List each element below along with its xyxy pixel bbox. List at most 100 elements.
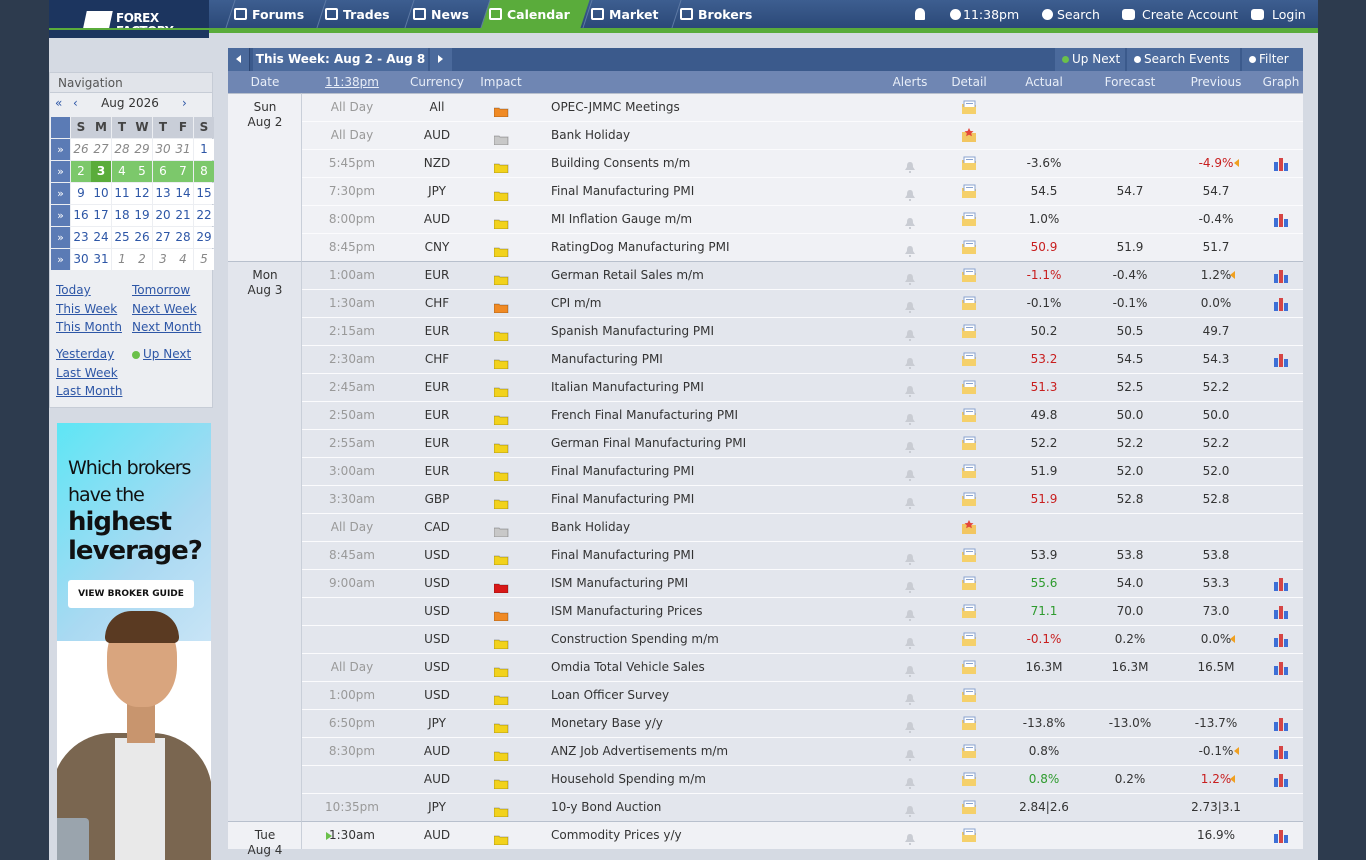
calendar-day[interactable]: 5 [194, 249, 214, 270]
detail-icon[interactable] [961, 127, 977, 142]
calendar-day[interactable]: 26 [132, 227, 152, 248]
calendar-day[interactable]: 12 [132, 183, 152, 204]
graph-icon[interactable] [1273, 716, 1289, 731]
detail-icon[interactable] [961, 183, 977, 198]
event-row[interactable] [302, 233, 1303, 261]
sidebar-link[interactable]: Yesterday [56, 347, 115, 361]
calendar-day[interactable]: 19 [132, 205, 152, 226]
detail-icon[interactable] [961, 827, 977, 842]
event-row[interactable] [302, 317, 1303, 345]
event-row[interactable] [302, 765, 1303, 793]
graph-icon[interactable] [1273, 296, 1289, 311]
event-title[interactable]: French Final Manufacturing PMI [551, 408, 739, 422]
event-title[interactable]: CPI m/m [551, 296, 602, 310]
calendar-day[interactable]: 23 [71, 227, 91, 248]
calendar-day[interactable]: 14 [173, 183, 193, 204]
sidebar-link[interactable]: Last Week [56, 365, 118, 380]
calendar-day[interactable]: 29 [132, 139, 152, 160]
calendar-day[interactable]: 9 [71, 183, 91, 204]
sidebar-link[interactable]: Up Next [143, 347, 192, 361]
event-title[interactable]: Loan Officer Survey [551, 688, 670, 702]
event-row[interactable] [302, 653, 1303, 681]
calendar-day[interactable]: 13 [153, 183, 173, 204]
detail-icon[interactable] [961, 211, 977, 226]
event-title[interactable]: German Retail Sales m/m [551, 268, 704, 282]
event-row[interactable] [302, 821, 1303, 849]
detail-icon[interactable] [961, 99, 977, 114]
nav-label[interactable]: Brokers [698, 7, 753, 22]
event-title[interactable]: 10-y Bond Auction [551, 800, 662, 814]
event-title[interactable]: ISM Manufacturing Prices [551, 604, 703, 618]
event-row[interactable] [302, 345, 1303, 373]
event-row[interactable] [302, 681, 1303, 709]
toolbar-button[interactable] [1127, 48, 1240, 71]
detail-icon[interactable] [961, 519, 977, 534]
event-title[interactable]: Household Spending m/m [551, 772, 706, 786]
week-marker[interactable]: » [51, 139, 70, 160]
event-row[interactable] [302, 373, 1303, 401]
week-marker[interactable]: » [51, 227, 70, 248]
calendar-day[interactable]: 27 [91, 139, 111, 160]
event-title[interactable]: Final Manufacturing PMI [551, 548, 695, 562]
event-row[interactable] [302, 121, 1303, 149]
nav-label[interactable]: Market [609, 7, 659, 22]
ad-button[interactable]: VIEW BROKER GUIDE [68, 580, 194, 608]
detail-icon[interactable] [961, 743, 977, 758]
graph-icon[interactable] [1273, 828, 1289, 843]
calendar-day[interactable]: 20 [153, 205, 173, 226]
calendar-day[interactable]: 24 [91, 227, 111, 248]
event-row[interactable] [302, 457, 1303, 485]
event-title[interactable]: Omdia Total Vehicle Sales [551, 660, 705, 674]
event-title[interactable]: Spanish Manufacturing PMI [551, 324, 715, 338]
calendar-day[interactable]: 1 [112, 249, 132, 270]
column-header[interactable]: 11:38pm [325, 75, 379, 89]
calendar-day[interactable]: 7 [173, 161, 193, 182]
event-row[interactable] [302, 401, 1303, 429]
sidebar-link[interactable]: Next Week [132, 301, 197, 316]
graph-icon[interactable] [1273, 744, 1289, 759]
event-row[interactable] [302, 205, 1303, 233]
event-title[interactable]: German Final Manufacturing PMI [551, 436, 747, 450]
calendar-day[interactable]: 11 [112, 183, 132, 204]
calendar-day[interactable]: 26 [71, 139, 91, 160]
event-title[interactable]: Bank Holiday [551, 128, 631, 142]
event-row[interactable] [302, 737, 1303, 765]
event-row[interactable] [302, 513, 1303, 541]
calendar-day[interactable]: 2 [71, 161, 91, 182]
calendar-day[interactable]: 28 [173, 227, 193, 248]
calendar-day[interactable]: 22 [194, 205, 214, 226]
detail-icon[interactable] [961, 687, 977, 702]
calendar-day[interactable]: 3 [91, 161, 111, 182]
calendar-day[interactable]: 28 [112, 139, 132, 160]
week-marker[interactable]: » [51, 205, 70, 226]
event-row[interactable] [302, 289, 1303, 317]
event-row[interactable] [302, 177, 1303, 205]
event-row[interactable] [302, 597, 1303, 625]
calendar-day[interactable]: 21 [173, 205, 193, 226]
week-marker[interactable]: » [51, 183, 70, 204]
graph-icon[interactable] [1273, 352, 1289, 367]
detail-icon[interactable] [961, 491, 977, 506]
calendar-day[interactable]: 6 [153, 161, 173, 182]
calendar-day[interactable]: 29 [194, 227, 214, 248]
week-marker[interactable]: » [51, 249, 70, 270]
sidebar-link[interactable]: Last Month [56, 384, 123, 398]
detail-icon[interactable] [961, 379, 977, 394]
detail-icon[interactable] [961, 295, 977, 310]
calendar-day[interactable]: 1 [194, 139, 214, 160]
graph-icon[interactable] [1273, 772, 1289, 787]
next-month[interactable]: › [182, 96, 187, 110]
detail-icon[interactable] [961, 575, 977, 590]
event-title[interactable]: Manufacturing PMI [551, 352, 663, 366]
calendar-day[interactable]: 4 [112, 161, 132, 182]
detail-icon[interactable] [961, 155, 977, 170]
detail-icon[interactable] [961, 603, 977, 618]
toolbar-button[interactable] [1055, 48, 1125, 71]
event-title[interactable]: Building Consents m/m [551, 156, 691, 170]
event-row[interactable] [302, 93, 1303, 121]
event-title[interactable]: Final Manufacturing PMI [551, 492, 695, 506]
event-title[interactable]: Italian Manufacturing PMI [551, 380, 704, 394]
nav-label[interactable]: Calendar [507, 7, 570, 22]
calendar-day[interactable]: 27 [153, 227, 173, 248]
calendar-day[interactable]: 15 [194, 183, 214, 204]
